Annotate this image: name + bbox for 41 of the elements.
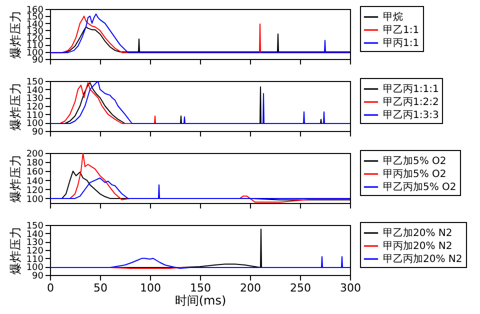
y-tick-label: 140 <box>26 86 44 96</box>
y-axis-title: 爆炸压力 <box>8 226 22 274</box>
y-tick-label: 110 <box>26 254 44 265</box>
legend-label: 甲乙丙1:2:2 <box>383 97 439 108</box>
legend-label: 甲丙加20% N2 <box>383 240 452 252</box>
legend-label: 甲乙加20% N2 <box>383 227 452 239</box>
x-axis-title: 时间(ms) <box>174 294 226 308</box>
x-tick-label: 250 <box>290 282 311 294</box>
y-tick-label: 90 <box>32 272 44 282</box>
y-axis-title: 爆炸压力 <box>8 154 22 202</box>
y-tick-label: 180 <box>26 158 44 169</box>
y-tick-label: 90 <box>32 128 44 138</box>
legend-label: 甲乙1:1 <box>383 25 420 36</box>
legend-label: 甲乙丙加20% N2 <box>383 253 462 265</box>
x-tick-label: 200 <box>240 282 261 294</box>
x-tick-label: 300 <box>340 282 361 294</box>
x-tick-label: 0 <box>47 282 54 294</box>
y-tick-label: 120 <box>26 246 44 256</box>
y-tick-label: 160 <box>26 168 44 178</box>
legend-label: 甲丙加5% O2 <box>383 168 446 180</box>
x-tick-label: 50 <box>94 282 108 294</box>
y-tick-label: 140 <box>26 176 44 187</box>
x-tick-label: 100 <box>140 282 161 294</box>
legend-label: 甲丙1:1 <box>383 38 420 49</box>
legend-label: 甲乙丙1:3:3 <box>383 110 439 121</box>
y-tick-label: 90 <box>32 56 44 66</box>
legend-label: 甲乙加5% O2 <box>383 155 446 167</box>
y-axis-title: 爆炸压力 <box>8 82 22 130</box>
y-tick-label: 120 <box>26 102 44 112</box>
legend-label: 甲乙丙加5% O2 <box>383 181 456 193</box>
y-tick-label: 120 <box>26 186 44 196</box>
y-tick-label: 100 <box>26 194 44 205</box>
legend-label: 甲乙丙1:1:1 <box>383 84 439 95</box>
legend-label: 甲烷 <box>383 11 403 23</box>
x-tick-label: 150 <box>190 282 211 294</box>
y-tick-label: 110 <box>26 110 44 121</box>
y-tick-label: 140 <box>26 230 44 240</box>
y-tick-label: 150 <box>26 78 44 88</box>
y-axis-title: 爆炸压力 <box>8 10 22 58</box>
y-tick-label: 150 <box>26 222 44 232</box>
y-tick-label: 200 <box>26 150 44 160</box>
